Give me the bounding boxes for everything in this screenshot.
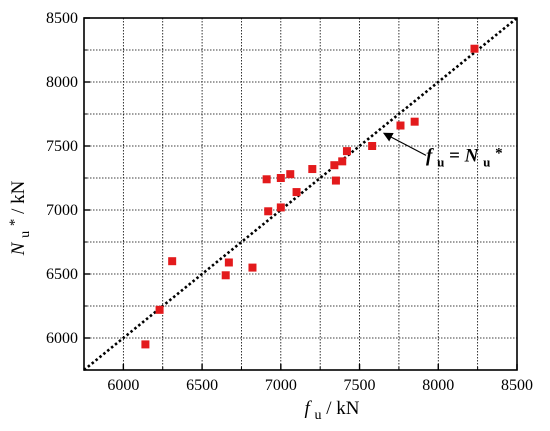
data-point xyxy=(248,263,257,272)
y-label-sup: * xyxy=(7,219,23,227)
y-tick-label: 8500 xyxy=(46,10,78,27)
x-tick-label: 6000 xyxy=(107,377,139,394)
y-label-unit: / kN xyxy=(8,180,29,214)
y-axis-label: N u * / kN xyxy=(3,180,34,256)
data-point xyxy=(368,142,377,150)
data-point xyxy=(155,305,164,314)
y-tick-label: 7500 xyxy=(46,138,78,155)
data-point xyxy=(264,207,273,216)
data-point xyxy=(331,176,340,185)
data-point xyxy=(338,157,347,166)
x-tick-label: 8000 xyxy=(422,377,454,394)
data-points xyxy=(141,44,479,349)
annotation-rhs: N xyxy=(464,145,480,166)
x-label-unit: / kN xyxy=(326,398,360,419)
x-tick-label: 6500 xyxy=(186,377,218,394)
y-tick-label: 6500 xyxy=(46,266,78,283)
axis-ticks: 6000 6500 7000 7500 8000 8500 6000 6500 7000 7500… xyxy=(46,10,533,394)
equality-annotation: f u = N u * xyxy=(382,132,503,171)
annotation-lhs-sub: u xyxy=(437,154,444,169)
plot-frame xyxy=(83,17,518,371)
reference-line xyxy=(83,16,518,372)
x-label-main: f xyxy=(304,398,312,419)
data-point xyxy=(221,271,230,280)
data-point xyxy=(224,258,233,267)
annotation-arrow xyxy=(382,132,427,156)
data-point xyxy=(396,121,405,130)
annotation-eq: = xyxy=(449,145,460,166)
data-point xyxy=(276,174,285,182)
x-tick-label: 7000 xyxy=(265,377,297,394)
y-tick-label: 7000 xyxy=(46,202,78,219)
x-tick-label: 7500 xyxy=(344,377,376,394)
data-point xyxy=(292,188,301,197)
y-tick-label: 6000 xyxy=(46,330,78,347)
y-label-sub: u xyxy=(18,231,33,238)
data-point xyxy=(470,44,479,53)
annotation-rhs-sub: u xyxy=(483,154,490,169)
data-point xyxy=(342,147,351,156)
y-label-main: N xyxy=(8,241,29,256)
annotation-label: f u = N u * xyxy=(426,145,503,171)
x-label-sub: u xyxy=(315,408,322,423)
y-tick-label: 8000 xyxy=(46,74,78,91)
data-point xyxy=(286,170,295,179)
data-point xyxy=(308,165,317,174)
data-point xyxy=(410,117,419,126)
x-tick-label: 8500 xyxy=(501,377,533,394)
data-point xyxy=(262,175,271,184)
data-point xyxy=(330,161,339,170)
annotation-rhs-sup: * xyxy=(495,145,503,161)
reference-line-layer xyxy=(83,16,518,372)
data-point xyxy=(276,203,285,212)
annotation-lhs: f xyxy=(426,145,434,166)
data-point xyxy=(168,257,177,266)
x-axis-label: f u / kN xyxy=(304,398,359,424)
data-point xyxy=(141,340,150,349)
